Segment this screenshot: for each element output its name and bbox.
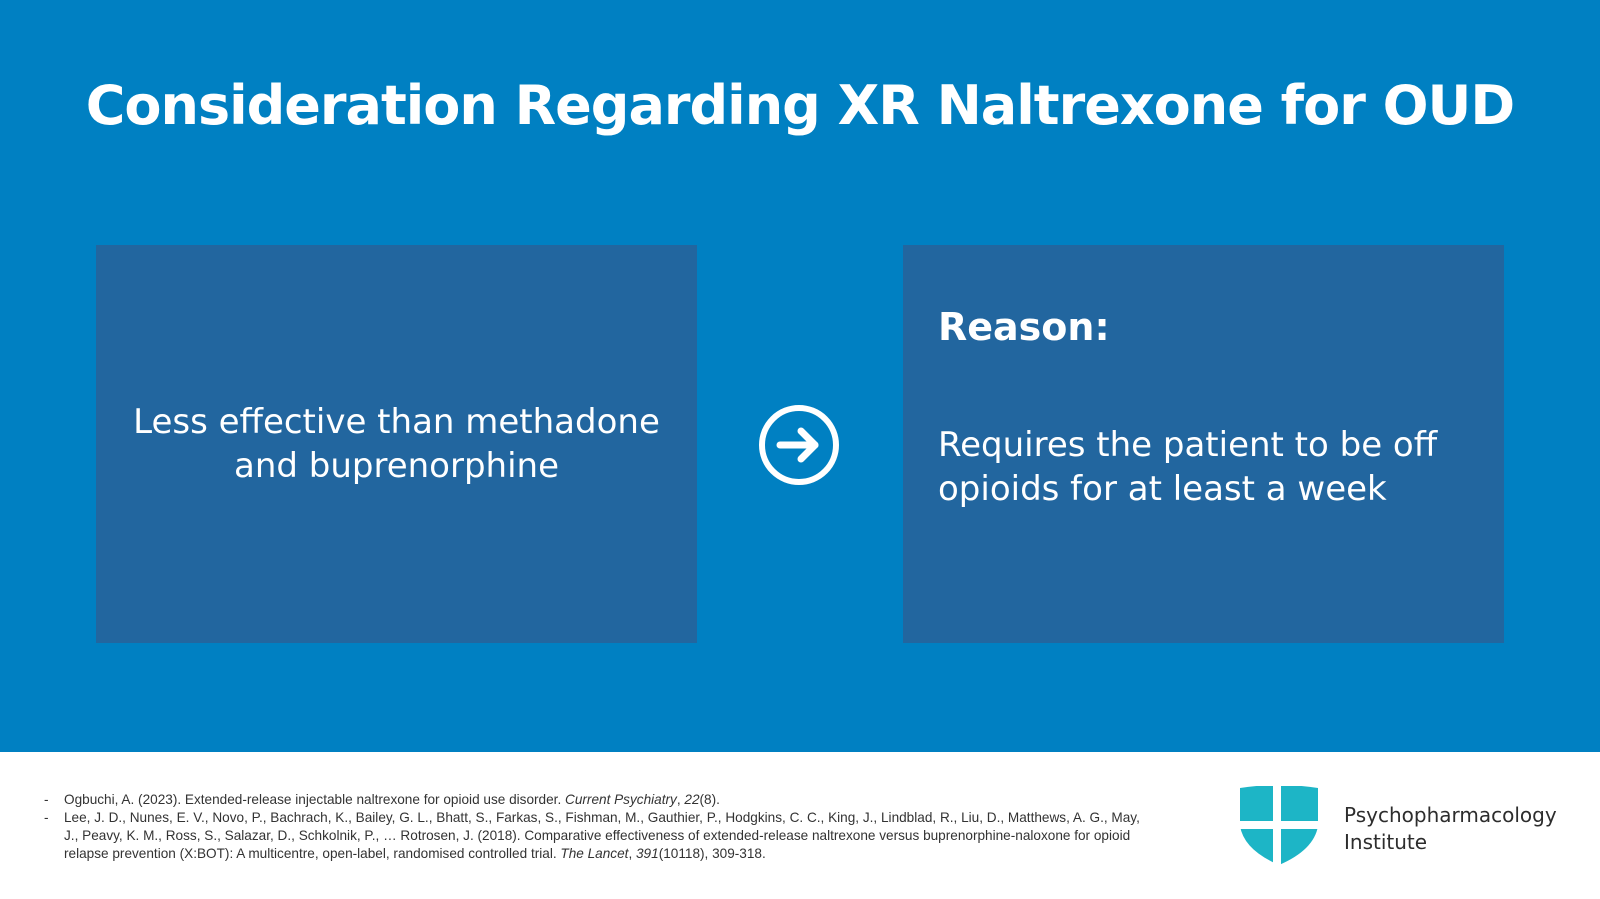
reference-text: Ogbuchi, A. (2023). Extended-release inj… (64, 792, 566, 807)
reference-volume: 391 (636, 846, 659, 861)
reference-volume: 22 (684, 792, 700, 807)
left-card: Less effective than methadone and bupren… (96, 245, 697, 643)
reference-issue-pages: (10118), 309-318. (658, 846, 766, 861)
reason-heading: Reason: (938, 305, 1110, 349)
reason-text: Requires the patient to be off opioids f… (938, 425, 1438, 509)
reference-journal: Current Psychiatry (565, 792, 677, 807)
shield-cross-icon (1238, 786, 1320, 866)
references-list: Ogbuchi, A. (2023). Extended-release inj… (44, 791, 1144, 863)
slide-background: Consideration Regarding XR Naltrexone fo… (0, 0, 1600, 752)
reference-separator: , (676, 792, 685, 807)
reference-item: Lee, J. D., Nunes, E. V., Novo, P., Bach… (44, 809, 1144, 863)
arrow-right-circle-icon (759, 405, 839, 485)
reference-separator: , (628, 846, 636, 861)
reference-text: Lee, J. D., Nunes, E. V., Novo, P., Bach… (64, 810, 1140, 861)
logo-line-2: Institute (1344, 830, 1428, 854)
reference-journal: The Lancet (560, 846, 629, 861)
left-card-text: Less effective than methadone and bupren… (133, 402, 660, 486)
institute-logo: Psychopharmacology Institute (1238, 786, 1558, 868)
reference-item: Ogbuchi, A. (2023). Extended-release inj… (44, 791, 1144, 809)
logo-line-1: Psychopharmacology (1344, 803, 1557, 827)
slide-title: Consideration Regarding XR Naltrexone fo… (85, 74, 1515, 137)
logo-wordmark: Psychopharmacology Institute (1344, 802, 1557, 856)
reference-issue-pages: (8). (699, 792, 720, 807)
right-card: Reason: Requires the patient to be off o… (903, 245, 1504, 643)
